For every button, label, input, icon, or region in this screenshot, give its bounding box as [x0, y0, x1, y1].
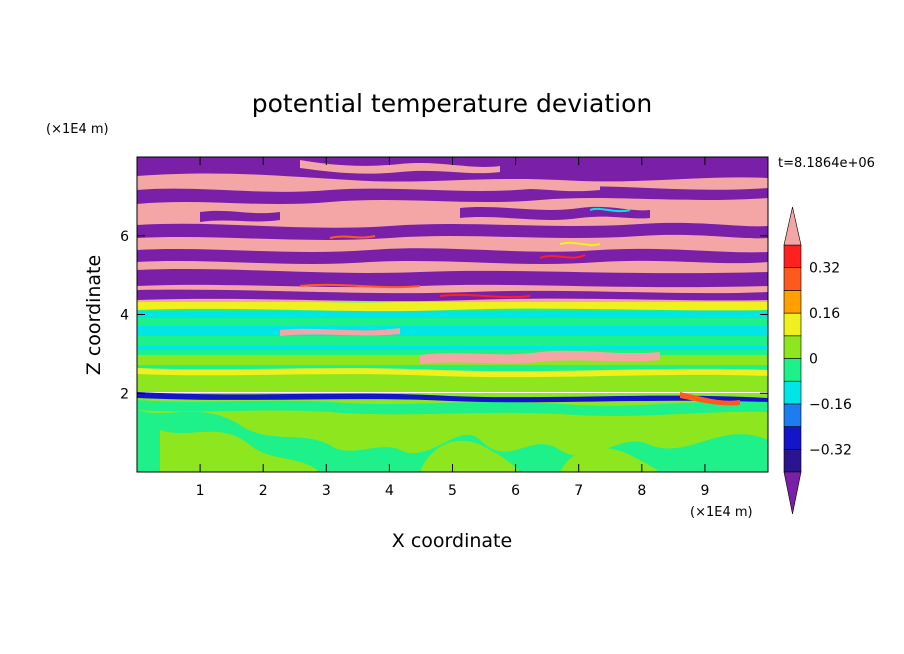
x-unit-label: (×1E4 m) — [690, 505, 753, 520]
y-tick-label: 2 — [120, 386, 129, 402]
colorbar-box — [783, 290, 802, 314]
x-axis-label: X coordinate — [392, 530, 512, 552]
colorbar-tick-label: −0.16 — [809, 397, 852, 413]
x-tick-label: 1 — [196, 483, 205, 499]
x-tick-label: 9 — [700, 483, 709, 499]
colorbar-box — [783, 448, 802, 473]
y-unit-label: (×1E4 m) — [46, 122, 109, 137]
colorbar-box — [783, 267, 802, 291]
colorbar-tick-label: 0 — [809, 352, 818, 368]
colorbar-box — [783, 312, 802, 337]
colorbar-extend-top — [783, 206, 802, 246]
colorbar: 0.32 0.16 0 −0.16 −0.32 — [783, 206, 852, 515]
x-axis: 1 2 3 4 5 6 7 8 9 — [196, 157, 709, 499]
colorbar-box — [783, 403, 802, 427]
colorbar-box — [783, 426, 802, 450]
chart-title: potential temperature deviation — [252, 89, 652, 118]
time-label: t=8.1864e+06 — [778, 156, 875, 171]
colorbar-extend-bottom — [783, 471, 802, 515]
x-tick-label: 2 — [259, 483, 268, 499]
colorbar-box — [783, 244, 802, 269]
x-tick-label: 4 — [385, 483, 394, 499]
x-tick-label: 3 — [322, 483, 331, 499]
colorbar-tick-label: 0.32 — [809, 261, 840, 277]
colorbar-tick-label: −0.32 — [809, 442, 852, 458]
y-tick-label: 4 — [120, 308, 129, 324]
colorbar-box — [783, 380, 802, 405]
colorbar-tick-label: 0.16 — [809, 306, 840, 322]
y-tick-label: 6 — [120, 229, 129, 245]
x-tick-label: 8 — [637, 483, 646, 499]
x-tick-label: 6 — [511, 483, 520, 499]
y-axis-label: Z coordinate — [83, 255, 105, 375]
y-axis: 2 4 6 — [120, 229, 768, 402]
colorbar-box — [783, 335, 802, 359]
x-tick-label: 5 — [448, 483, 457, 499]
colorbar-box — [783, 358, 802, 382]
heatmap-field — [137, 157, 768, 472]
x-tick-label: 7 — [574, 483, 583, 499]
